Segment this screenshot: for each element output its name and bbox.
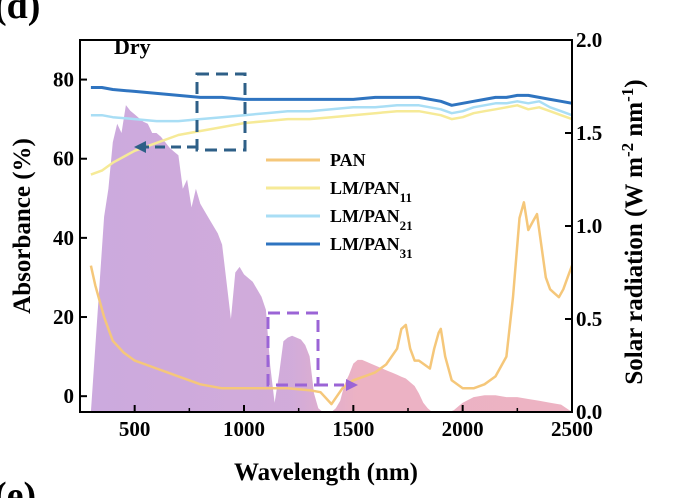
- legend-label: PAN: [330, 150, 366, 170]
- panel-label: (d): [0, 0, 40, 27]
- y-right-tick-label: 1.0: [576, 214, 602, 238]
- y-right-label-part1: Solar radiation (W m: [621, 157, 648, 385]
- y-right-tick-label: 2.0: [576, 28, 602, 52]
- absorbance-lines: [89, 86, 572, 406]
- y-left-tick-label: 0: [64, 384, 75, 408]
- y-right-tick-label: 0.0: [576, 400, 602, 424]
- x-tick-label: 1000: [223, 417, 265, 441]
- series-line-lm-pan21: [90, 100, 572, 123]
- series-line-lm-pan31: [90, 86, 572, 107]
- inset-box-purple: [266, 311, 358, 391]
- series-line-lm-pan11: [90, 104, 572, 176]
- y-right-tick-label: 1.5: [576, 121, 602, 145]
- y-axis-left: 0 20 40 60 80: [53, 68, 87, 408]
- legend-label-subscript: 11: [400, 190, 412, 205]
- x-tick-label: 2500: [551, 417, 593, 441]
- y-axis-right-label: Solar radiation (W m-2 nm-1): [618, 79, 649, 384]
- solar-radiation-area: [90, 105, 572, 412]
- y-left-tick-label: 20: [53, 305, 74, 329]
- y-right-label-sup2: -1: [618, 88, 637, 102]
- legend-label: LM/PAN11: [330, 178, 412, 205]
- y-right-tick-label: 0.5: [576, 307, 602, 331]
- y-left-tick-label: 60: [53, 147, 74, 171]
- next-panel-label: (e): [0, 475, 36, 498]
- legend-label-subscript: 21: [400, 218, 413, 233]
- x-tick-label: 2000: [442, 417, 484, 441]
- x-tick-label: 500: [119, 417, 151, 441]
- legend-label: LM/PAN21: [330, 206, 413, 233]
- y-right-label-part2: nm: [621, 102, 648, 143]
- legend-label-subscript: 31: [400, 246, 413, 261]
- inset-box-blue: [134, 72, 247, 153]
- y-axis-left-label: Absorbance (%): [9, 138, 36, 314]
- legend-label: LM/PAN31: [330, 234, 413, 261]
- x-axis-label: Wavelength (nm): [234, 459, 418, 486]
- y-left-tick-label: 40: [53, 226, 74, 250]
- y-right-label-part3: ): [621, 79, 648, 87]
- solar-radiation-fill: [90, 105, 572, 412]
- x-axis: 500 1000 1500 2000 2500: [79, 405, 593, 441]
- y-left-tick-label: 80: [53, 68, 74, 92]
- y-axis-right: 0.0 0.5 1.0 1.5 2.0: [565, 28, 602, 424]
- condition-annotation: Dry: [114, 34, 151, 59]
- y-right-label-sup1: -2: [618, 143, 637, 157]
- series-line-pan: [89, 201, 572, 406]
- x-tick-label: 1500: [332, 417, 374, 441]
